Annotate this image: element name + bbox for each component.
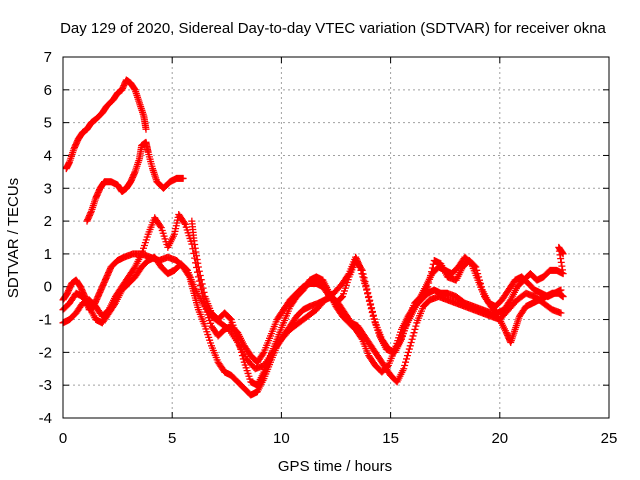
data-point (412, 322, 420, 330)
y-tick-label: 2 (44, 213, 52, 230)
y-tick-label: 5 (44, 115, 52, 132)
data-point (403, 355, 411, 363)
series-track-4 (59, 211, 565, 366)
plot-frame (62, 56, 610, 419)
series-track-6 (59, 243, 567, 373)
data-point (361, 279, 369, 287)
data-point (405, 345, 413, 353)
data-point (404, 348, 412, 356)
data-point (359, 273, 367, 281)
data-point (559, 293, 567, 301)
data-point (410, 329, 418, 337)
data-point (357, 334, 365, 342)
x-tick-label: 25 (601, 430, 618, 447)
data-point (179, 174, 187, 182)
series-track-1 (62, 76, 150, 173)
data-point (364, 290, 372, 298)
data-point (401, 361, 409, 369)
data-point (409, 332, 417, 340)
y-axis-label: SDTVAR / TECUs (5, 178, 22, 298)
series-track-2 (83, 138, 187, 225)
data-point (259, 350, 267, 358)
x-axis-label: GPS time / hours (278, 458, 392, 475)
data-point (408, 335, 416, 343)
x-tick-label: 5 (168, 430, 176, 447)
y-tick-label: 4 (44, 147, 52, 164)
data-point (366, 301, 374, 309)
data-point (360, 276, 368, 284)
axis-ticks: 0 5 10 15 20 25 -4 -3 -2 -1 0 1 2 3 4 5 6 7 (39, 49, 618, 447)
data-point (407, 339, 415, 347)
data-point (196, 271, 204, 279)
data-point (362, 283, 370, 291)
data-point (403, 352, 411, 360)
data-point (156, 222, 164, 230)
data-point (194, 263, 202, 271)
x-tick-label: 15 (382, 430, 399, 447)
data-point (358, 270, 366, 278)
y-tick-label: -2 (39, 344, 52, 361)
y-tick-label: 6 (44, 82, 52, 99)
data-point (226, 315, 234, 323)
data-point (406, 342, 414, 350)
y-tick-label: -1 (39, 312, 52, 329)
y-tick-label: 0 (44, 279, 52, 296)
data-series (59, 76, 567, 399)
y-tick-label: -3 (39, 377, 52, 394)
data-point (411, 325, 419, 333)
data-point (199, 284, 207, 292)
data-point (557, 309, 565, 317)
y-tick-label: 7 (44, 49, 52, 66)
gridlines (63, 57, 609, 418)
chart-title: Day 129 of 2020, Sidereal Day-to-day VTE… (60, 20, 606, 37)
data-point (400, 365, 408, 373)
data-point (180, 219, 188, 227)
x-tick-label: 0 (59, 430, 67, 447)
data-point (364, 294, 372, 302)
data-point (356, 263, 364, 271)
data-point (394, 340, 402, 348)
data-point (198, 280, 206, 288)
data-point (142, 125, 150, 133)
data-point (363, 286, 371, 294)
data-point (195, 267, 203, 275)
data-point (200, 288, 208, 296)
data-point (344, 271, 352, 279)
y-tick-label: -4 (39, 410, 52, 427)
y-tick-label: 1 (44, 246, 52, 263)
data-point (338, 294, 346, 302)
data-point (357, 266, 365, 274)
x-tick-label: 10 (273, 430, 290, 447)
data-point (367, 305, 375, 313)
data-point (559, 250, 567, 258)
x-tick-label: 20 (491, 430, 508, 447)
series-track-5 (188, 217, 567, 389)
data-point (365, 297, 373, 305)
data-point (197, 276, 205, 284)
data-point (402, 358, 410, 366)
y-tick-label: 3 (44, 180, 52, 197)
data-point (368, 309, 376, 317)
